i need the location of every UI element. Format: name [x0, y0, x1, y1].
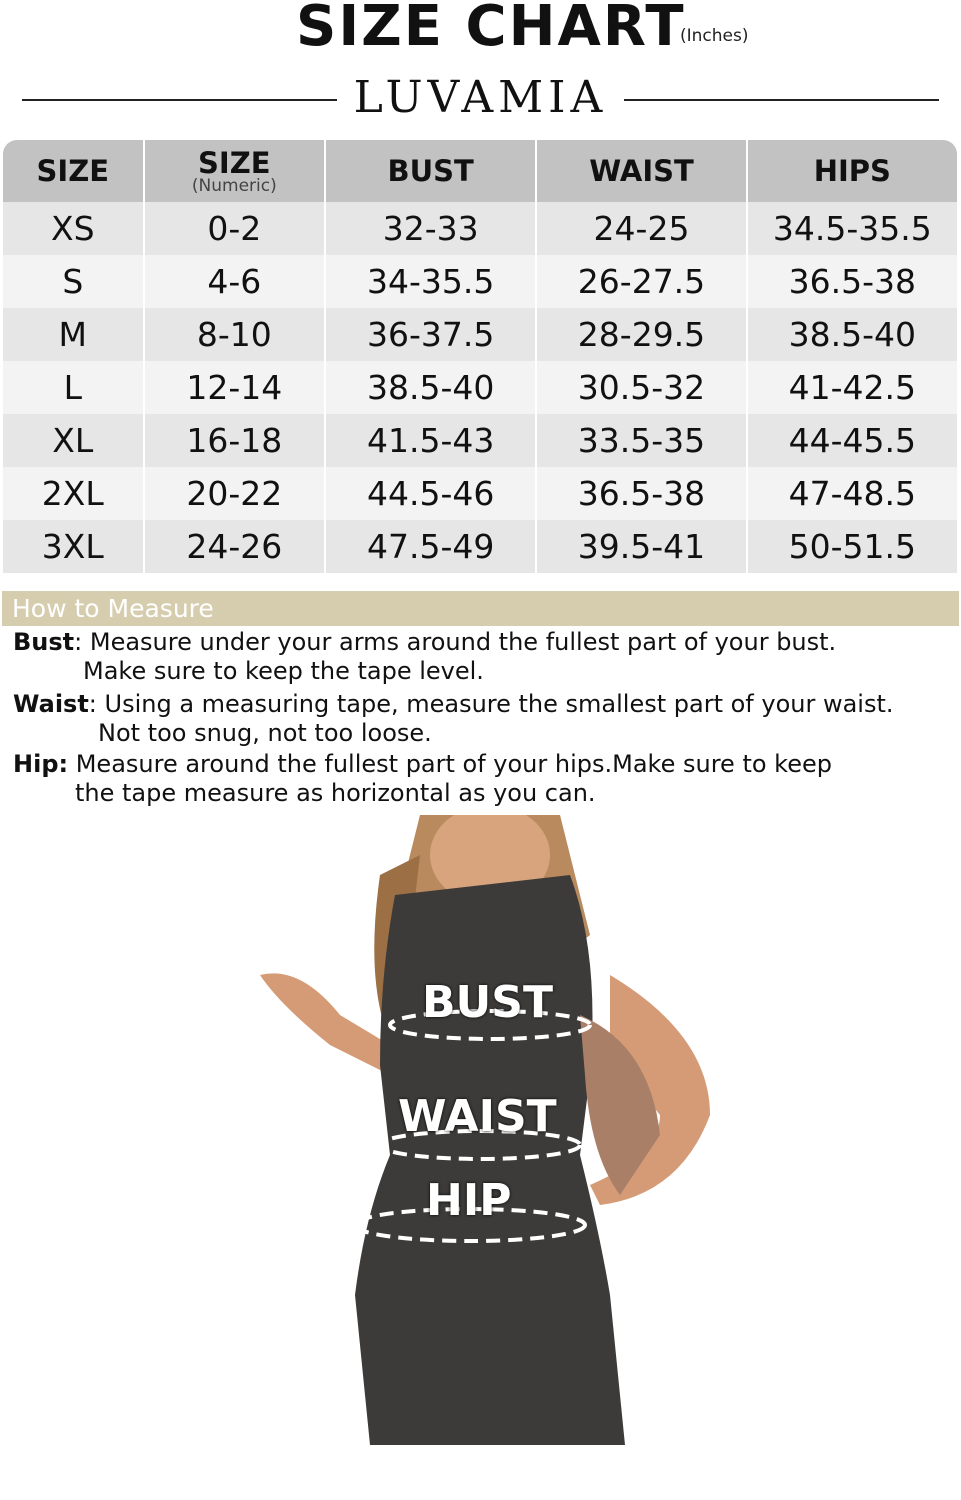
text: : Using a measuring tape, measure the sm… — [88, 690, 894, 718]
table-cell: 38.5-40 — [747, 308, 957, 361]
table-cell: 26-27.5 — [537, 255, 746, 308]
text: Not too snug, not too loose. — [98, 719, 432, 747]
bust-instruction: Bust: Measure under your arms around the… — [13, 628, 836, 686]
table-cell: 30.5-32 — [537, 361, 746, 414]
column-header: SIZE (Numeric) — [144, 140, 325, 202]
term: Bust — [13, 628, 75, 656]
table-cell: 41.5-43 — [326, 414, 536, 467]
text: Make sure to keep the tape level. — [83, 657, 484, 685]
column-header: SIZE — [3, 140, 143, 202]
brand-name: LUVAMIA — [353, 72, 608, 123]
table-cell: 47.5-49 — [326, 520, 536, 573]
table-cell: 36.5-38 — [747, 255, 957, 308]
column-sublabel: (Numeric) — [191, 176, 277, 196]
chart-title: SIZE CHART — [296, 0, 686, 59]
table-cell: 4-6 — [144, 255, 325, 308]
table-cell: 44.5-46 — [326, 467, 536, 520]
table-cell: 16-18 — [144, 414, 325, 467]
table-row: XL 16-18 41.5-43 33.5-35 44-45.5 — [3, 414, 957, 467]
model-photo: BUST WAIST HIP — [240, 805, 740, 1500]
table-cell: M — [3, 308, 143, 361]
table-cell: L — [3, 361, 143, 414]
table-cell: 38.5-40 — [326, 361, 536, 414]
table-row: 3XL 24-26 47.5-49 39.5-41 50-51.5 — [3, 520, 957, 573]
hip-instruction: Hip: Measure around the fullest part of … — [13, 750, 832, 808]
table-cell: 39.5-41 — [537, 520, 746, 573]
hip-label: HIP — [426, 1175, 512, 1226]
table-cell: XS — [3, 202, 143, 255]
size-table: SIZE SIZE (Numeric) BUST WAIST HIPS XS 0-2 32-3… — [1, 140, 959, 573]
term: Waist — [13, 690, 89, 718]
column-header: WAIST — [537, 140, 746, 202]
text: the tape measure as horizontal as you ca… — [75, 779, 596, 807]
table-cell: 44-45.5 — [747, 414, 957, 467]
table-cell: 2XL — [3, 467, 143, 520]
table-row: M 8-10 36-37.5 28-29.5 38.5-40 — [3, 308, 957, 361]
table-cell: 32-33 — [326, 202, 536, 255]
column-label: WAIST — [589, 154, 694, 188]
table-row: XS 0-2 32-33 24-25 34.5-35.5 — [3, 202, 957, 255]
table-cell: 34-35.5 — [326, 255, 536, 308]
text: : Measure under your arms around the ful… — [74, 628, 837, 656]
table-cell: 3XL — [3, 520, 143, 573]
bust-label: BUST — [422, 977, 553, 1028]
table-cell: 36.5-38 — [537, 467, 746, 520]
waist-label: WAIST — [398, 1091, 557, 1142]
table-cell: 47-48.5 — [747, 467, 957, 520]
table-cell: 8-10 — [144, 308, 325, 361]
table-cell: S — [3, 255, 143, 308]
table-cell: 36-37.5 — [326, 308, 536, 361]
table-row: L 12-14 38.5-40 30.5-32 41-42.5 — [3, 361, 957, 414]
unit-label: (Inches) — [680, 26, 749, 46]
column-header: BUST — [326, 140, 536, 202]
waist-instruction: Waist: Using a measuring tape, measure t… — [13, 690, 894, 748]
table-cell: XL — [3, 414, 143, 467]
column-label: BUST — [387, 154, 474, 188]
column-header: HIPS — [747, 140, 957, 202]
table-cell: 41-42.5 — [747, 361, 957, 414]
table-cell: 24-26 — [144, 520, 325, 573]
column-label: SIZE — [198, 146, 271, 180]
column-label: SIZE — [36, 154, 110, 188]
divider-right — [624, 99, 939, 101]
table-cell: 33.5-35 — [537, 414, 746, 467]
text: Measure around the fullest part of your … — [68, 750, 832, 778]
table-cell: 34.5-35.5 — [747, 202, 957, 255]
table-row: 2XL 20-22 44.5-46 36.5-38 47-48.5 — [3, 467, 957, 520]
table-cell: 12-14 — [144, 361, 325, 414]
how-to-measure-heading: How to Measure — [2, 591, 959, 626]
divider-left — [22, 99, 337, 101]
model-illustration — [260, 805, 710, 1445]
column-label: HIPS — [813, 154, 891, 188]
table-cell: 20-22 — [144, 467, 325, 520]
table-cell: 24-25 — [537, 202, 746, 255]
term: Hip: — [13, 750, 69, 778]
table-cell: 50-51.5 — [747, 520, 957, 573]
table-row: S 4-6 34-35.5 26-27.5 36.5-38 — [3, 255, 957, 308]
table-cell: 28-29.5 — [537, 308, 746, 361]
table-cell: 0-2 — [144, 202, 325, 255]
